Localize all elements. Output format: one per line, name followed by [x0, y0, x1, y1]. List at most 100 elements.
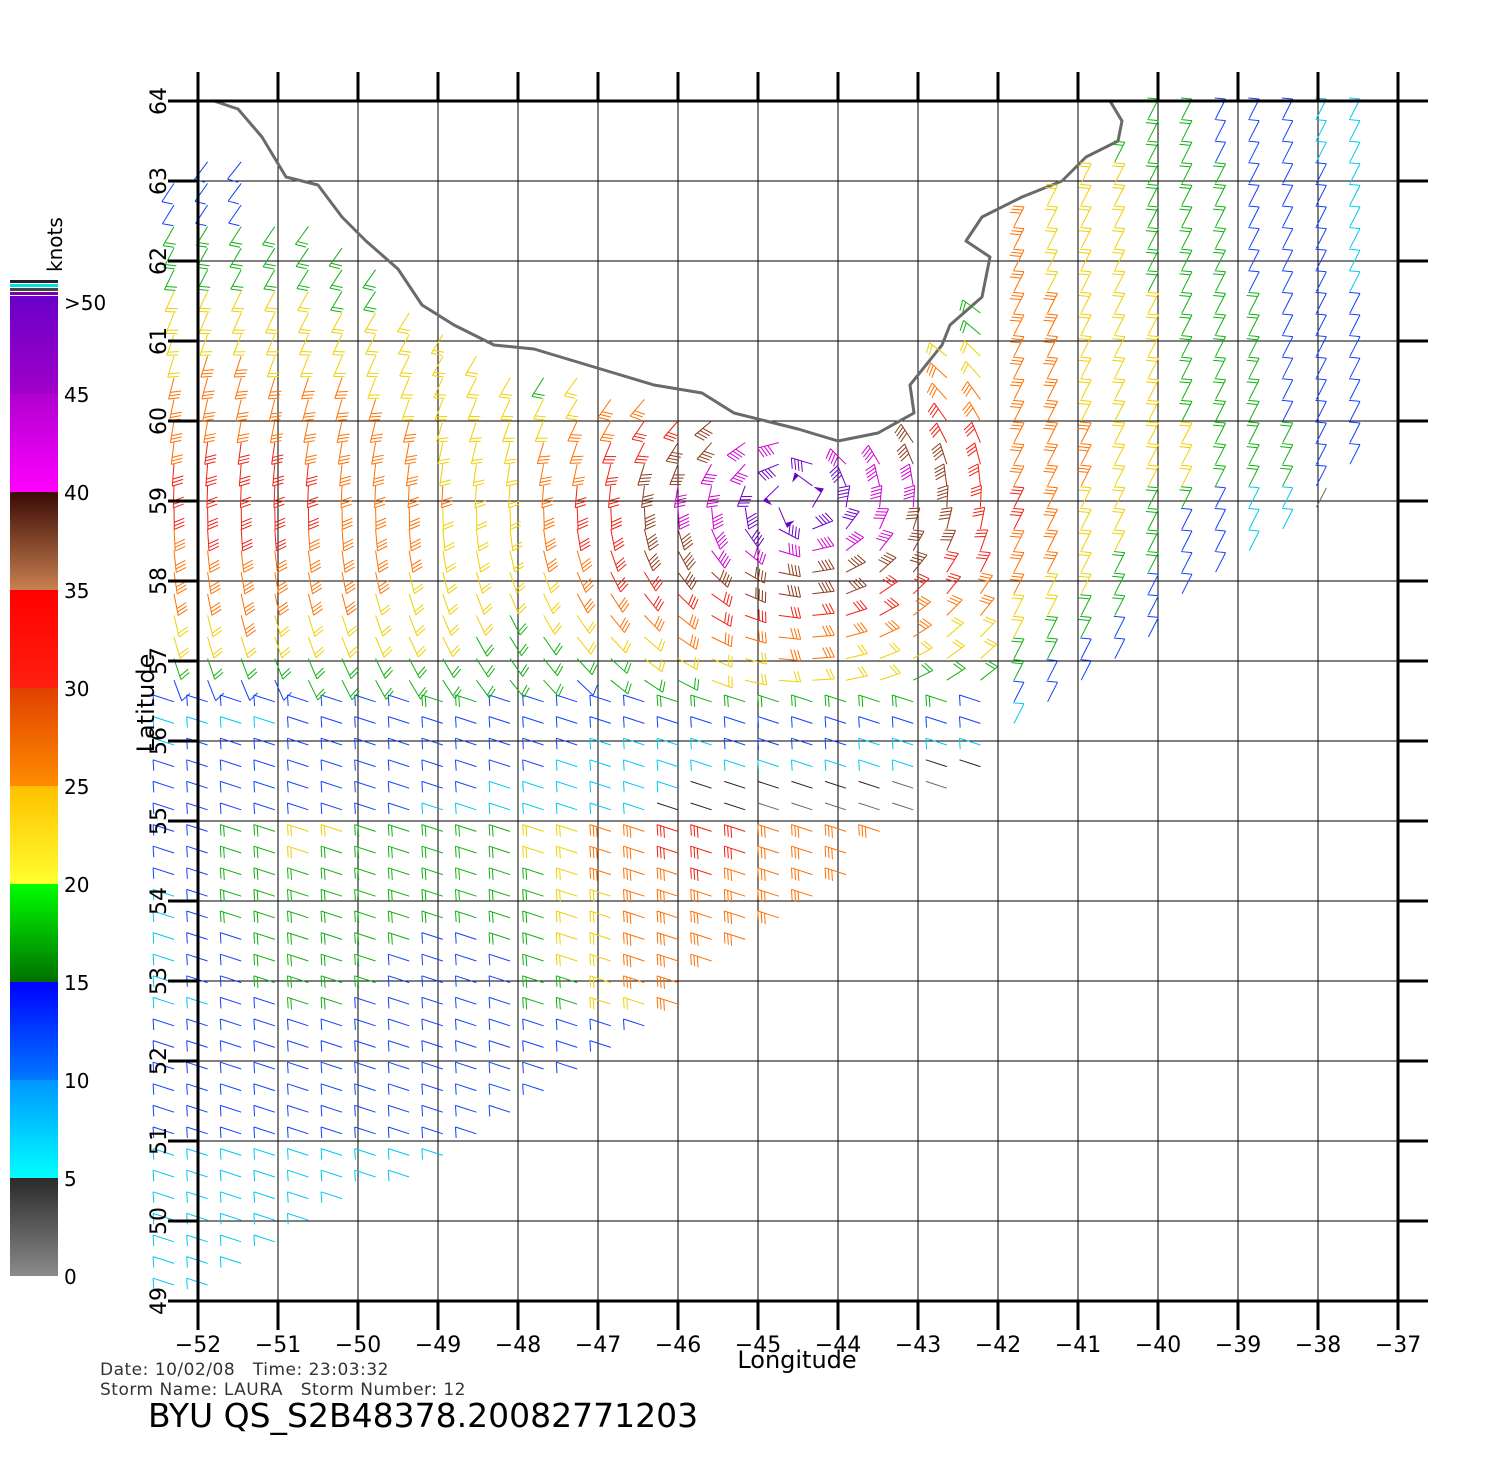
wind-barb [555, 759, 578, 771]
wind-barb [1078, 572, 1092, 595]
wind-barb [824, 845, 847, 860]
wind-barb [286, 1126, 309, 1139]
wind-barb [469, 420, 482, 443]
wind-barb [1077, 464, 1092, 487]
wind-barb [253, 1040, 275, 1052]
wind-barb [454, 716, 477, 728]
wind-barb [643, 550, 662, 572]
wind-barb [454, 910, 477, 924]
wind-barb [1315, 313, 1327, 335]
wind-barb [267, 377, 282, 400]
wind-barb [152, 802, 175, 815]
wind-barb [959, 320, 981, 335]
wind-barb [879, 574, 899, 595]
wind-barb [637, 464, 652, 486]
wind-barb [1145, 486, 1159, 508]
wind-barb [488, 694, 511, 707]
wind-barb [522, 1061, 544, 1074]
wind-barb [812, 512, 834, 530]
wind-barb [387, 867, 410, 880]
wind-barb [442, 658, 462, 678]
wind-barb [1078, 615, 1092, 638]
wind-barb [219, 910, 242, 924]
wind-barb [622, 867, 645, 881]
wind-barb [1147, 572, 1159, 595]
wind-barb [1281, 270, 1294, 292]
wind-barb [454, 1040, 477, 1052]
wind-barb [320, 845, 343, 859]
wind-barb [522, 759, 544, 771]
wind-barb [711, 654, 733, 668]
wind-barb [824, 716, 847, 728]
wind-barb [845, 577, 867, 595]
storm-line: Storm Name: LAURA Storm Number: 12 [100, 1380, 466, 1400]
wind-barb [219, 996, 242, 1009]
wind-barb [509, 615, 528, 636]
wind-barb [812, 625, 835, 638]
wind-barb [219, 1169, 242, 1182]
wind-barb [1179, 486, 1193, 508]
wind-barb [979, 594, 995, 616]
wind-barb [589, 1018, 611, 1031]
wind-barb [1179, 227, 1193, 249]
wind-barb [845, 554, 866, 573]
wind-barb [219, 1148, 242, 1160]
wind-barb [1045, 594, 1059, 616]
wind-barb [488, 1040, 511, 1052]
wind-barb [488, 845, 511, 859]
wind-barb [152, 1169, 175, 1182]
wind-barb [1045, 637, 1059, 659]
wind-barb [475, 658, 496, 678]
wind-barb [274, 615, 290, 637]
wind-barb [790, 867, 813, 881]
wind-barb [1246, 378, 1260, 400]
wind-barb [240, 550, 254, 573]
wind-barb [607, 485, 620, 509]
wind-barb [791, 802, 813, 811]
wind-barb [690, 759, 712, 771]
wind-barb [354, 910, 376, 924]
wind-barb [466, 377, 480, 399]
wind-barb [622, 759, 645, 771]
wind-barb [522, 780, 544, 793]
wind-barb [1112, 205, 1126, 227]
wind-barb [307, 550, 322, 573]
wind-barb [1009, 551, 1025, 573]
wind-barb [1315, 399, 1327, 422]
wind-barb [824, 802, 847, 811]
wind-barb [1348, 270, 1361, 292]
x-tick-label: −41 [1055, 1333, 1101, 1358]
wind-barb [757, 802, 779, 811]
wind-barb [1078, 335, 1092, 357]
wind-barb [677, 550, 696, 571]
wind-barb [711, 632, 733, 648]
wind-barb [1281, 119, 1294, 141]
wind-barb [576, 550, 593, 573]
wind-barb [1248, 486, 1260, 508]
wind-barb [656, 737, 679, 750]
wind-barb [354, 888, 376, 902]
wind-barb [968, 463, 981, 486]
wind-barb [622, 1018, 645, 1031]
wind-barb [164, 291, 178, 313]
wind-barb [454, 975, 477, 987]
wind-barb [730, 463, 748, 485]
wind-barb [824, 780, 847, 789]
wind-barb [219, 1212, 242, 1225]
wind-barb [522, 824, 544, 837]
wind-barb [812, 559, 835, 573]
wind-barb [219, 824, 242, 837]
wind-barb [976, 551, 991, 573]
wind-barb [858, 737, 880, 750]
wind-barb [509, 507, 521, 530]
wind-barb [509, 572, 526, 594]
wind-barb [963, 421, 981, 443]
wind-barb [555, 737, 578, 750]
wind-barb [467, 399, 481, 421]
wind-barb [1043, 507, 1059, 530]
wind-barb [656, 845, 679, 860]
wind-barb [207, 550, 220, 573]
wind-barb [723, 845, 746, 860]
wind-barb [724, 780, 746, 789]
wind-barb [1248, 248, 1260, 271]
